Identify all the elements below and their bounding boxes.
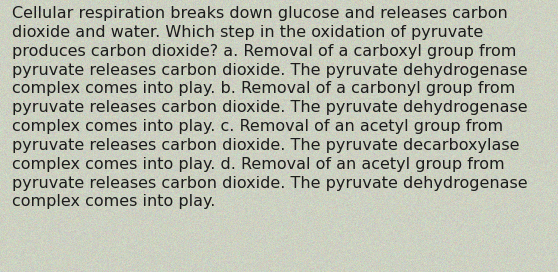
Text: Cellular respiration breaks down glucose and releases carbon
dioxide and water. : Cellular respiration breaks down glucose… xyxy=(12,6,528,209)
